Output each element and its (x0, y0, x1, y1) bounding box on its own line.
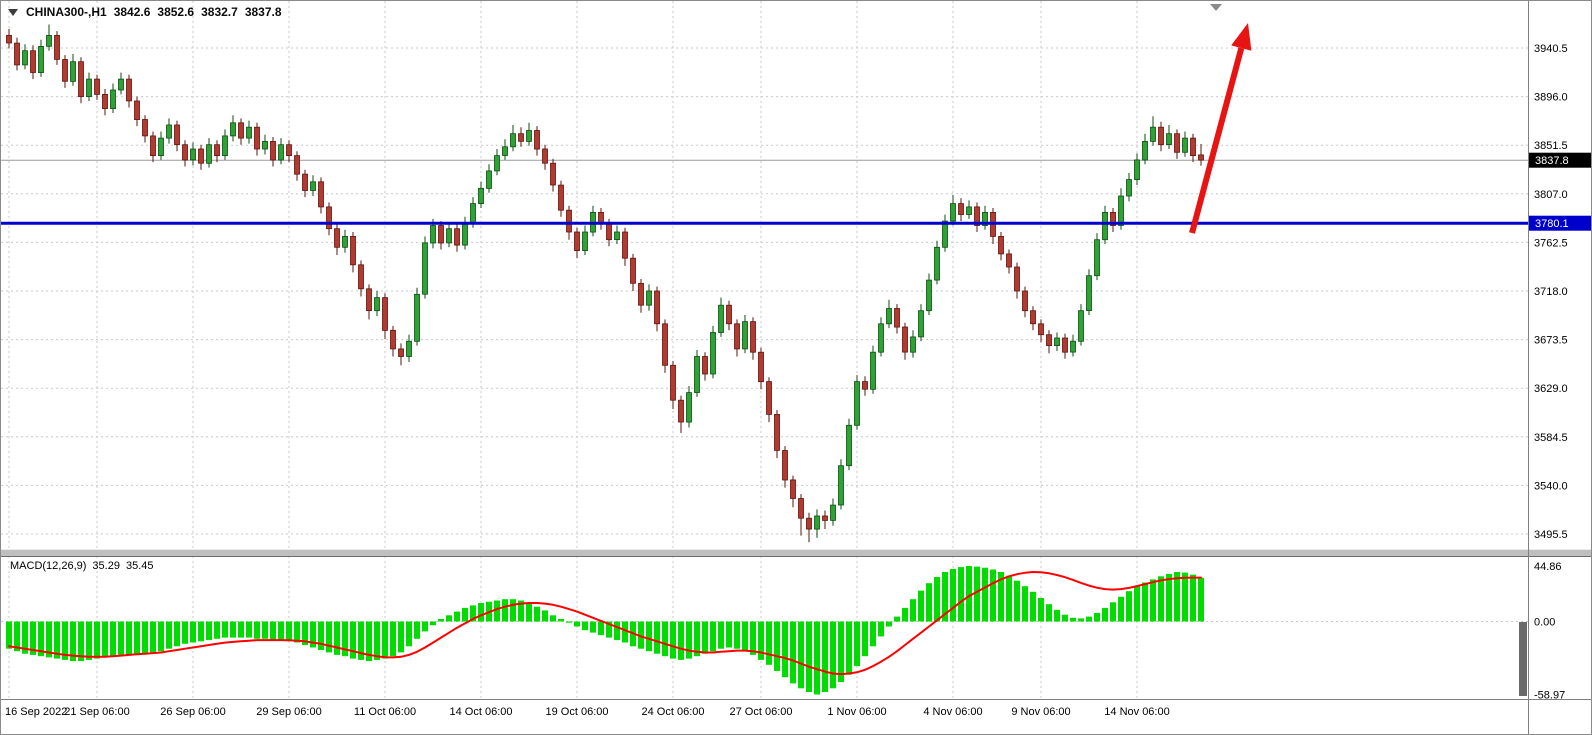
svg-text:3540.0: 3540.0 (1534, 480, 1568, 492)
pane-separator[interactable] (1, 549, 1592, 700)
svg-text:1 Nov 06:00: 1 Nov 06:00 (827, 706, 886, 718)
symbol-dropdown-icon (8, 8, 18, 16)
macd-name: MACD(12,26,9) (10, 560, 87, 572)
svg-text:29 Sep 06:00: 29 Sep 06:00 (256, 706, 321, 718)
macd-signal-value: 35.45 (125, 560, 154, 572)
svg-text:3851.5: 3851.5 (1534, 140, 1568, 152)
svg-text:26 Sep 06:00: 26 Sep 06:00 (160, 706, 225, 718)
svg-text:14 Oct 06:00: 14 Oct 06:00 (450, 706, 513, 718)
svg-text:11 Oct 06:00: 11 Oct 06:00 (354, 706, 416, 718)
svg-text:3780.1: 3780.1 (1535, 218, 1569, 230)
macd-indicator-label: MACD(12,26,9) 35.29 35.45 (10, 560, 153, 572)
svg-text:3629.0: 3629.0 (1534, 383, 1568, 395)
symbol-period-label: CHINA300-,H1 (26, 5, 107, 19)
svg-text:14 Nov 06:00: 14 Nov 06:00 (1104, 706, 1169, 718)
svg-text:3495.5: 3495.5 (1534, 529, 1568, 541)
ohlc-high: 3852.6 (157, 5, 195, 19)
macd-scrollbar-thumb[interactable] (1519, 622, 1527, 696)
macd-histogram (6, 566, 1204, 695)
svg-text:9 Nov 06:00: 9 Nov 06:00 (1011, 706, 1070, 718)
chart-shift-marker-icon[interactable] (1210, 4, 1222, 11)
svg-text:3718.0: 3718.0 (1534, 286, 1568, 298)
svg-text:3837.8: 3837.8 (1535, 155, 1569, 167)
svg-text:3762.5: 3762.5 (1534, 237, 1568, 249)
svg-text:3807.0: 3807.0 (1534, 189, 1568, 201)
svg-text:3940.5: 3940.5 (1534, 43, 1568, 55)
candlestick-series[interactable] (6, 24, 1204, 543)
svg-text:3896.0: 3896.0 (1534, 92, 1568, 104)
ohlc-low: 3832.7 (201, 5, 238, 19)
svg-text:4 Nov 06:00: 4 Nov 06:00 (923, 706, 982, 718)
svg-text:3584.5: 3584.5 (1534, 432, 1568, 444)
chart-header: CHINA300-,H1 3842.6 3852.6 3832.7 3837.8 (8, 5, 282, 19)
svg-text:3673.5: 3673.5 (1534, 335, 1568, 347)
svg-text:-58.97: -58.97 (1534, 690, 1565, 702)
grid-lines (1, 1, 1528, 698)
svg-text:24 Oct 06:00: 24 Oct 06:00 (642, 706, 705, 718)
ohlc-open: 3842.6 (113, 5, 151, 19)
svg-text:16 Sep 2022: 16 Sep 2022 (5, 706, 67, 718)
macd-main-value: 35.29 (92, 560, 120, 572)
macd-signal-line (8, 571, 1202, 676)
trend-arrow[interactable] (1189, 23, 1252, 234)
price-tags: 3837.8 3780.1 (1529, 152, 1591, 231)
svg-text:0.00: 0.00 (1534, 617, 1555, 629)
svg-text:27 Oct 06:00: 27 Oct 06:00 (730, 706, 793, 718)
svg-text:21 Sep 06:00: 21 Sep 06:00 (64, 706, 129, 718)
price-axis-background (1528, 1, 1591, 734)
svg-text:44.86: 44.86 (1534, 561, 1562, 573)
price-axis[interactable]: 3940.5 3896.0 3851.5 3807.0 3762.5 3718.0 3673… (1528, 1, 1568, 735)
ohlc-close: 3837.8 (244, 5, 282, 19)
svg-text:19 Oct 06:00: 19 Oct 06:00 (546, 706, 609, 718)
